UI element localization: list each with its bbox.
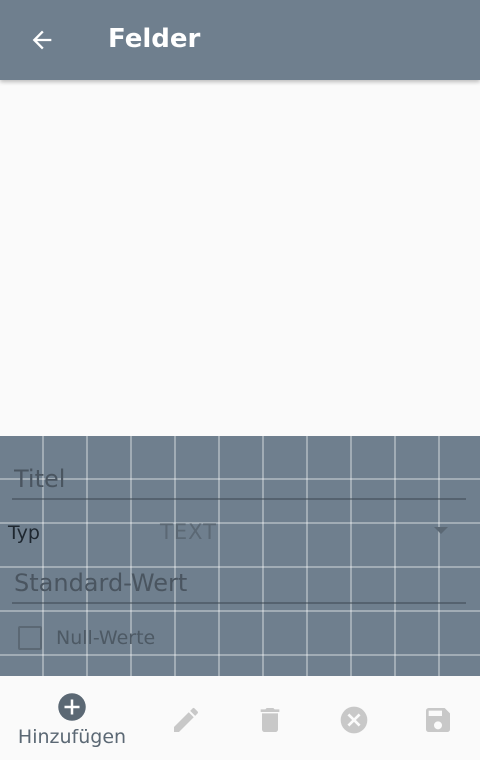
arrow-back-icon bbox=[32, 30, 52, 50]
bottom-toolbar: Hinzufügen bbox=[0, 676, 480, 760]
type-select[interactable]: TEXT bbox=[150, 514, 460, 550]
field-editor-panel: Typ TEXT Null-Werte bbox=[0, 436, 480, 676]
title-input[interactable] bbox=[12, 460, 466, 500]
cancel-circle-icon bbox=[340, 706, 368, 734]
add-button[interactable]: Hinzufügen bbox=[12, 676, 132, 760]
add-button-label: Hinzufügen bbox=[17, 726, 127, 748]
app-bar: Felder bbox=[0, 0, 480, 80]
delete-button[interactable] bbox=[246, 696, 294, 744]
dropdown-arrow-icon bbox=[434, 527, 448, 534]
default-value-input[interactable] bbox=[12, 564, 466, 604]
page-title: Felder bbox=[108, 24, 201, 54]
add-circle-icon bbox=[58, 693, 86, 721]
edit-button[interactable] bbox=[162, 696, 210, 744]
back-button[interactable] bbox=[20, 20, 64, 60]
delete-trash-icon bbox=[260, 708, 280, 732]
null-values-checkbox-row[interactable]: Null-Werte bbox=[18, 626, 155, 650]
save-floppy-icon bbox=[426, 708, 450, 732]
null-values-label: Null-Werte bbox=[56, 627, 156, 649]
null-values-checkbox[interactable] bbox=[18, 626, 42, 650]
cancel-button[interactable] bbox=[330, 696, 378, 744]
save-button[interactable] bbox=[414, 696, 462, 744]
edit-pencil-icon bbox=[174, 707, 199, 732]
type-selected-value: TEXT bbox=[160, 520, 217, 544]
fields-list bbox=[0, 80, 480, 436]
type-label: Typ bbox=[8, 522, 40, 544]
